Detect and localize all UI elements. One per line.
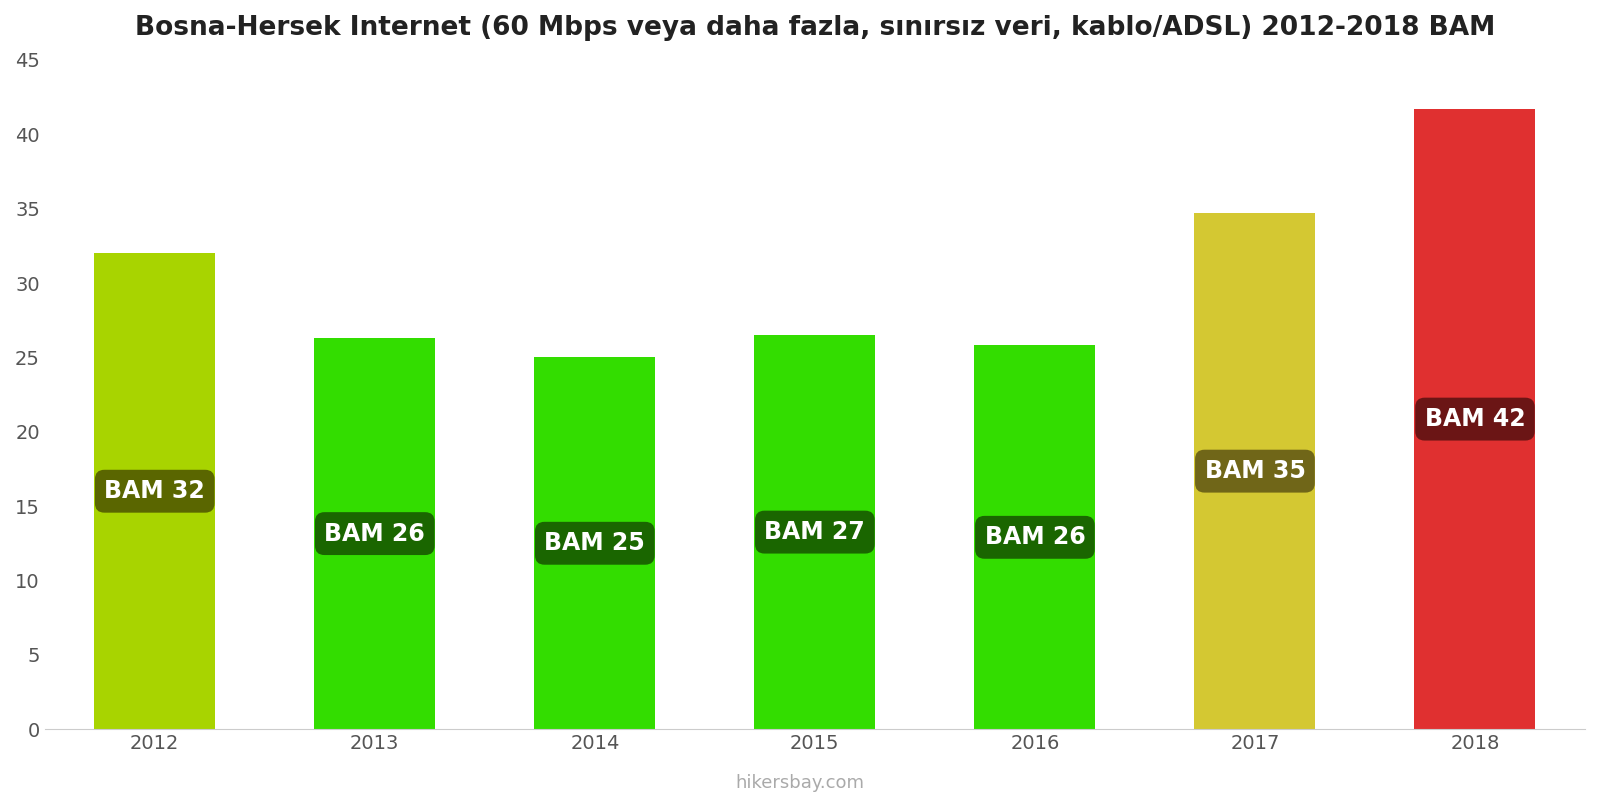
Text: BAM 35: BAM 35 [1205, 459, 1306, 483]
Bar [974, 346, 1096, 729]
Text: BAM 32: BAM 32 [104, 479, 205, 503]
Title: Bosna-Hersek Internet (60 Mbps veya daha fazla, sınırsız veri, kablo/ADSL) 2012-: Bosna-Hersek Internet (60 Mbps veya daha… [134, 15, 1494, 41]
Text: hikersbay.com: hikersbay.com [736, 774, 864, 792]
Bar [534, 358, 656, 729]
Text: BAM 25: BAM 25 [544, 531, 645, 555]
Text: BAM 27: BAM 27 [765, 520, 866, 544]
Bar [1195, 213, 1315, 729]
Bar [1414, 109, 1536, 729]
Text: BAM 26: BAM 26 [325, 522, 426, 546]
Bar [94, 254, 216, 729]
Text: BAM 42: BAM 42 [1424, 407, 1525, 431]
Bar [314, 338, 435, 729]
Text: BAM 26: BAM 26 [984, 526, 1085, 550]
Bar [754, 335, 875, 729]
